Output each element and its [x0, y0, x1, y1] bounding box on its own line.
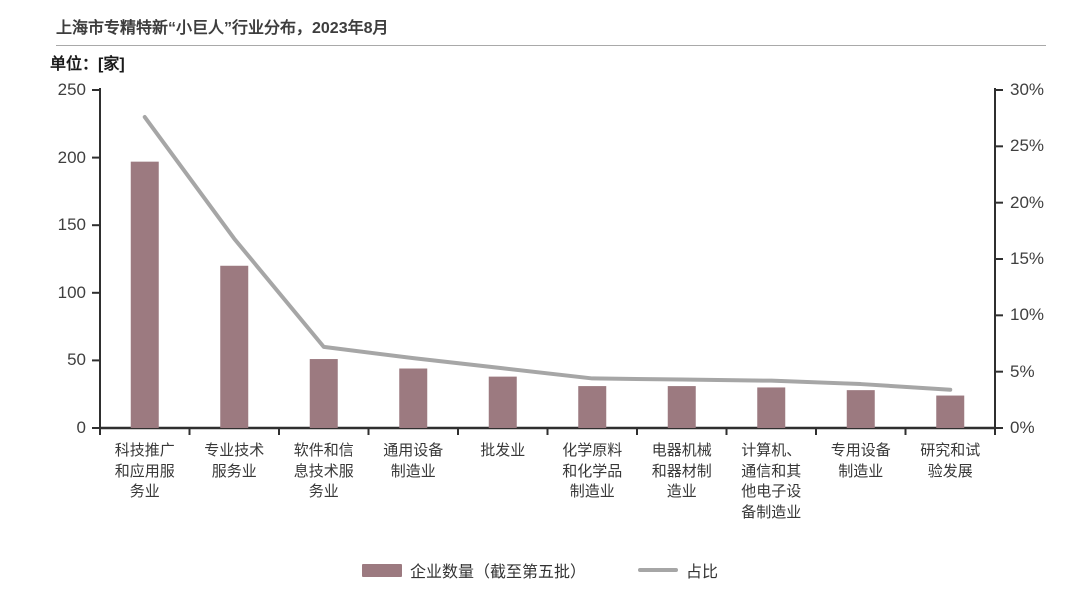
bar	[488, 376, 517, 428]
category-label: 电器机械和器材制造业	[651, 442, 712, 501]
right-axis-tick-label: 30%	[1010, 80, 1045, 99]
legend-item-line-series: 占比	[638, 558, 718, 582]
chart-title: 上海市专精特新“小巨人”行业分布，2023年8月	[56, 14, 1046, 46]
left-axis-unit-label: 单位：[家]	[50, 56, 125, 73]
left-axis-tick-label: 200	[57, 147, 86, 167]
right-axis-tick-label: 15%	[1010, 249, 1045, 268]
category-label: 化学原料和化学品制造业	[562, 442, 623, 501]
left-axis-tick-label: 0	[76, 418, 86, 437]
bar-series-label: 企业数量（截至第五批）	[409, 564, 586, 581]
category-label: 计算机、通信和其他电子设备制造业	[741, 442, 802, 522]
right-axis-tick-label: 20%	[1010, 192, 1045, 212]
bar	[936, 395, 965, 428]
left-axis-tick-label: 250	[57, 80, 86, 99]
left-axis-tick-label: 150	[57, 215, 86, 235]
bar	[667, 386, 696, 428]
category-label: 通用设备制造业	[383, 442, 444, 480]
line-series-label: 占比	[686, 564, 719, 581]
bar	[757, 387, 786, 428]
bar-series-swatch	[361, 563, 402, 577]
left-axis-tick-label: 100	[57, 282, 86, 302]
bar	[309, 359, 338, 428]
line-series-swatch	[638, 568, 678, 572]
bar	[130, 161, 159, 428]
right-axis-tick-label: 10%	[1010, 305, 1045, 325]
legend-item-bar-series: 企业数量（截至第五批）	[361, 558, 586, 582]
right-axis-tick-label: 0%	[1010, 418, 1035, 437]
right-axis-tick-label: 5%	[1010, 361, 1035, 381]
bar	[578, 386, 607, 428]
category-label: 专业技术服务业	[204, 442, 265, 480]
left-axis-tick-label: 50	[67, 350, 86, 370]
percentage-line	[142, 115, 953, 392]
bar	[220, 265, 249, 428]
category-label: 研究和试验发展	[920, 442, 981, 480]
bar	[399, 368, 428, 428]
category-label: 批发业	[480, 442, 526, 459]
category-label: 软件和信息技术服务业	[293, 442, 354, 501]
right-axis-tick-label: 25%	[1010, 136, 1045, 156]
bar	[846, 390, 875, 428]
legend: 企业数量（截至第五批） 占比	[0, 558, 1080, 582]
category-label: 科技推广和应用服务业	[114, 442, 175, 501]
category-label: 专用设备制造业	[830, 442, 891, 480]
